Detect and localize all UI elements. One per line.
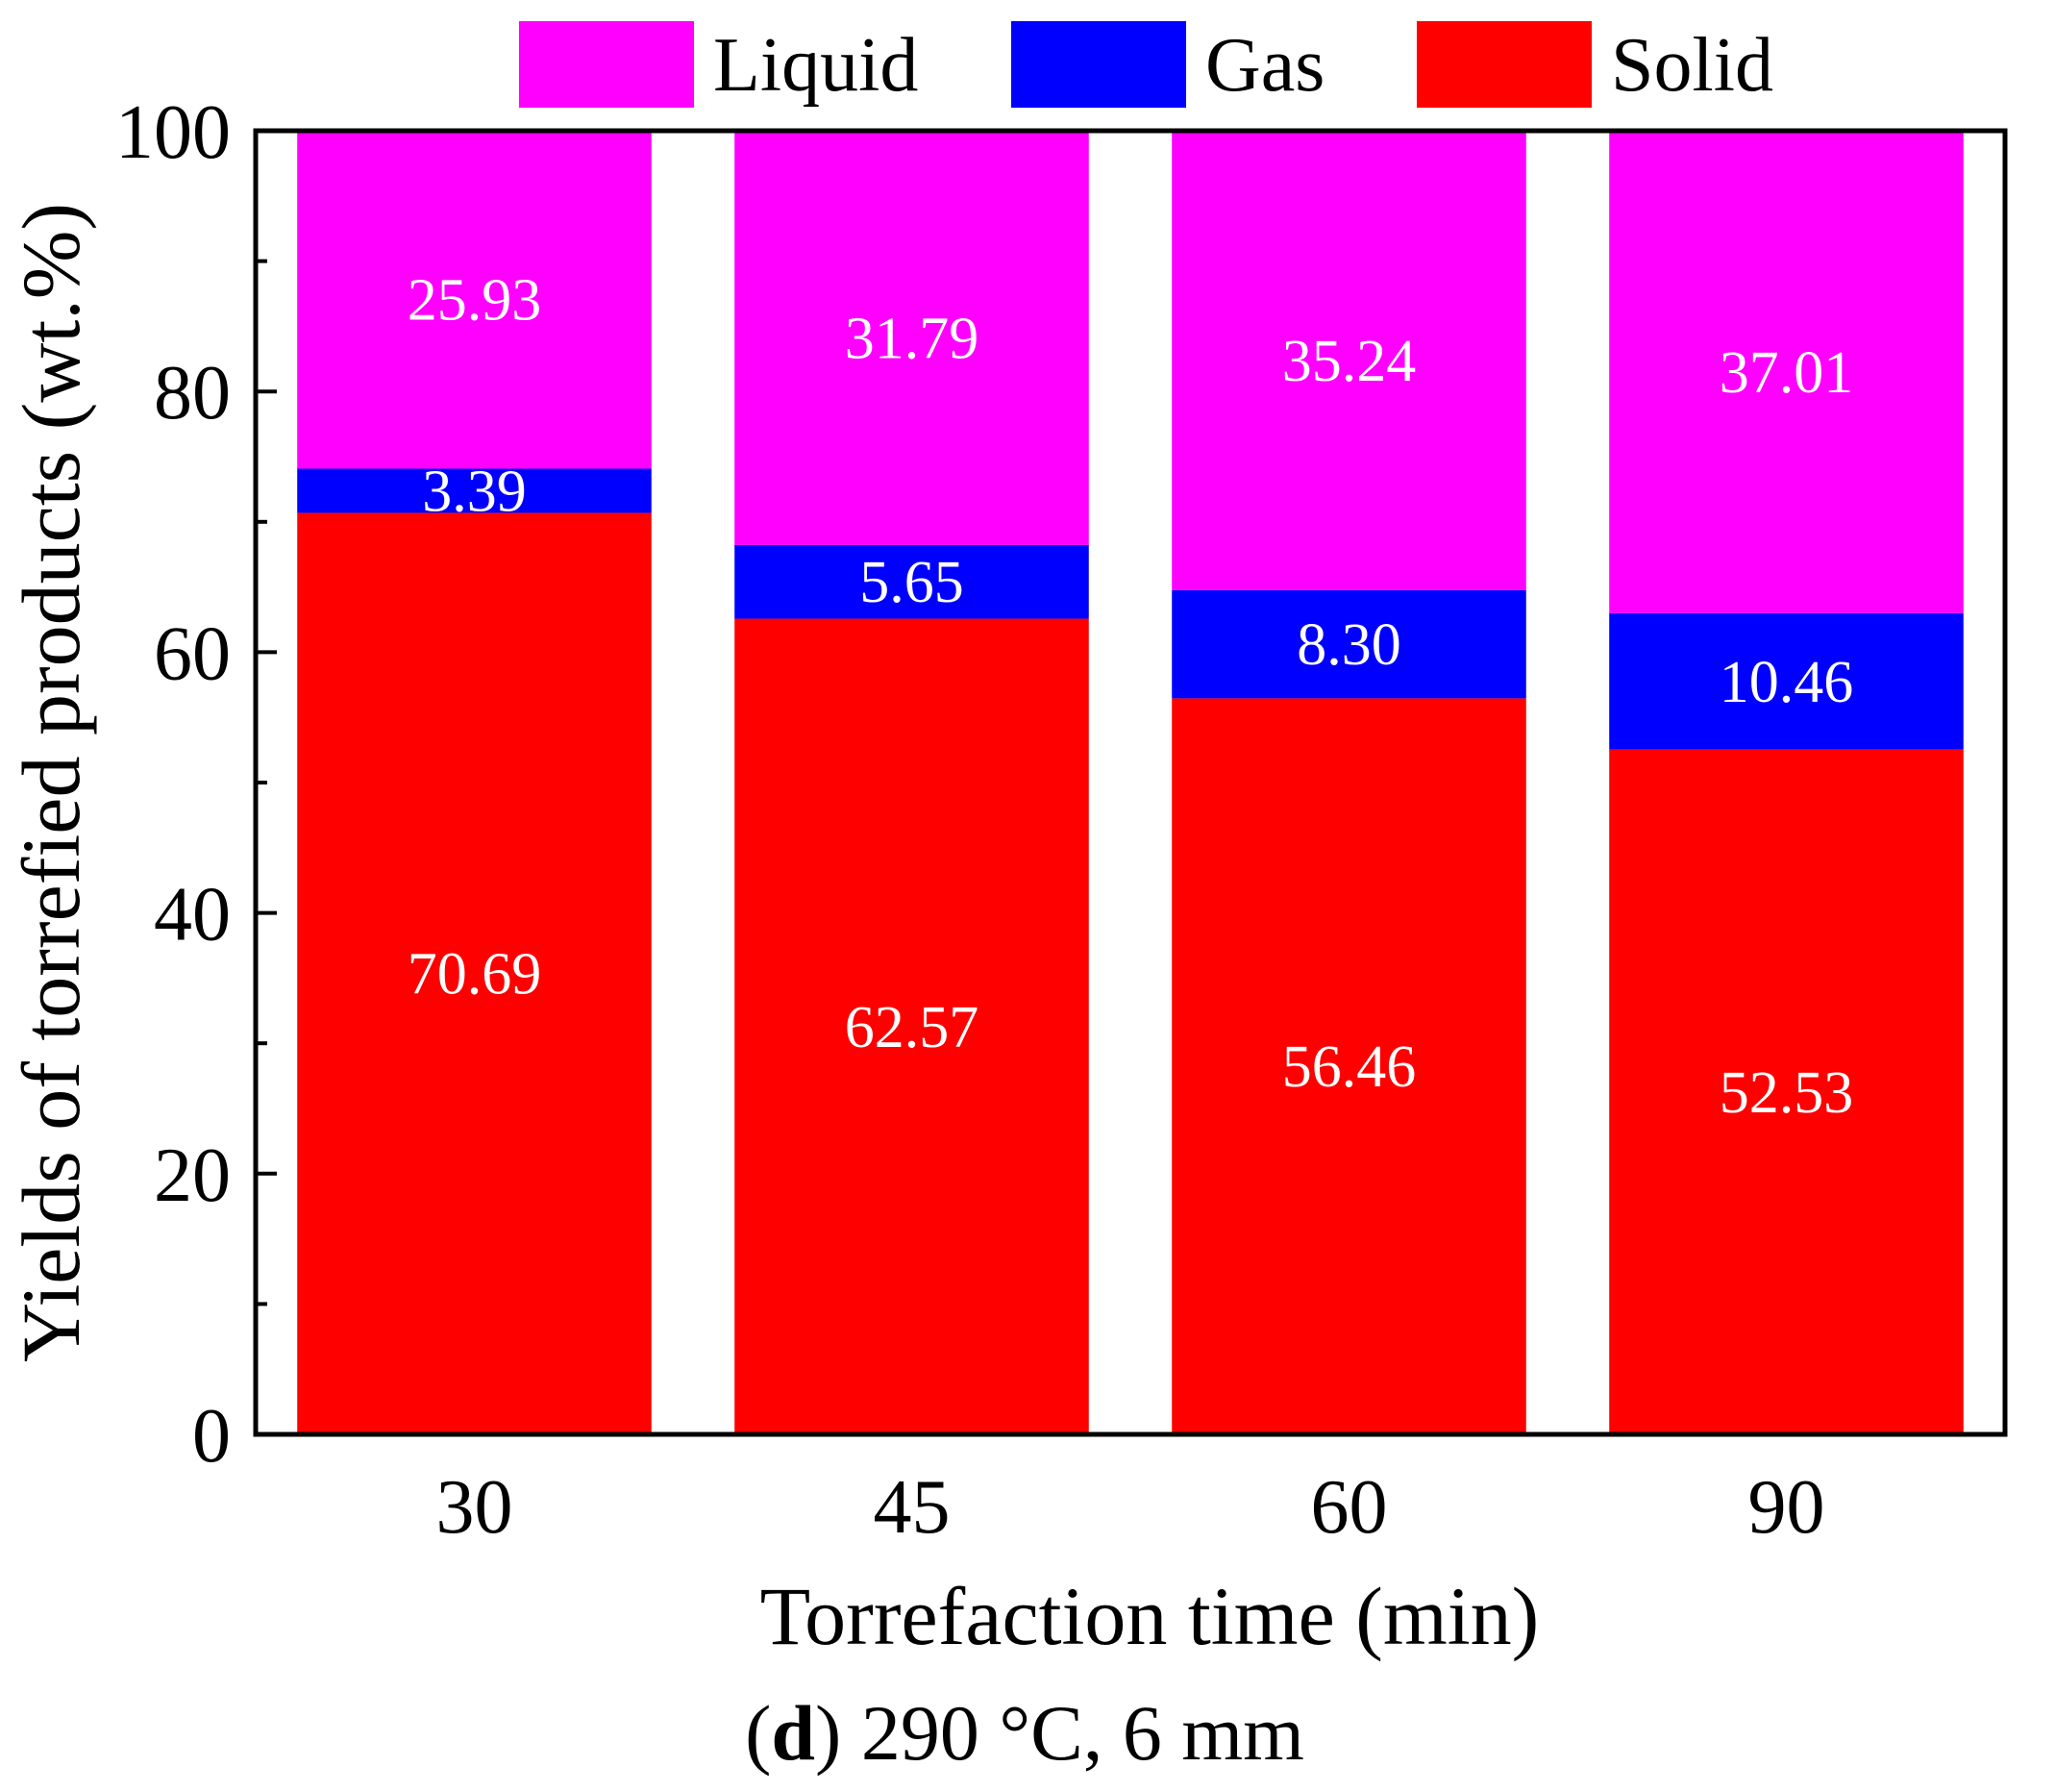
data-label-liquid-45: 31.79 (845, 306, 979, 371)
bar-segment-gas-45 (734, 544, 1089, 619)
x-tick-label-60: 60 (1311, 1465, 1388, 1550)
x-axis: 30 45 60 90 (436, 1465, 1825, 1550)
caption-open-paren: ( (745, 1689, 771, 1777)
bar-segment-liquid-90 (1609, 131, 1964, 613)
bar-segment-solid-30 (297, 512, 652, 1434)
y-tick-label-0: 0 (192, 1394, 231, 1479)
data-label-solid-60: 56.46 (1282, 1034, 1417, 1100)
y-axis-title: Yields of torrefied products (wt.%) (5, 203, 97, 1362)
legend-swatch-liquid (519, 21, 694, 108)
bars-layer (297, 131, 1964, 1434)
data-label-gas-45: 5.65 (859, 550, 964, 615)
x-tick-label-90: 90 (1748, 1465, 1825, 1550)
bar-segment-gas-30 (297, 468, 652, 513)
legend-swatch-solid (1417, 21, 1592, 108)
caption-panel-letter: d (771, 1689, 815, 1777)
bar-segment-gas-90 (1609, 612, 1964, 750)
segment-labels-layer: 70.69 3.39 25.93 62.57 5.65 31.79 56.46 8.30 35.… (408, 268, 1854, 1126)
legend-label-liquid: Liquid (713, 23, 918, 108)
y-tick-label-20: 20 (154, 1133, 231, 1218)
bar-segment-solid-45 (734, 618, 1089, 1434)
data-label-gas-30: 3.39 (422, 459, 527, 524)
data-label-solid-45: 62.57 (845, 995, 979, 1060)
y-axis: 0 20 40 60 80 100 (115, 90, 277, 1479)
bar-segment-solid-90 (1609, 749, 1964, 1434)
x-axis-title: Torrefaction time (min) (760, 1570, 1540, 1662)
bar-segment-liquid-45 (734, 131, 1089, 545)
data-label-liquid-90: 37.01 (1720, 340, 1854, 406)
legend-label-solid: Solid (1611, 23, 1773, 108)
data-label-solid-90: 52.53 (1720, 1060, 1854, 1126)
data-label-solid-30: 70.69 (408, 942, 542, 1008)
bar-segment-liquid-30 (297, 131, 652, 469)
caption-text: ) 290 °C, 6 mm (815, 1689, 1304, 1777)
figure-caption: (d) 290 °C, 6 mm (745, 1689, 1304, 1777)
data-label-gas-90: 10.46 (1720, 650, 1854, 715)
bar-segment-gas-60 (1172, 589, 1526, 699)
y-tick-label-60: 60 (154, 611, 231, 696)
y-tick-label-80: 80 (154, 351, 231, 436)
data-label-liquid-60: 35.24 (1282, 329, 1417, 394)
bar-segment-solid-60 (1172, 698, 1526, 1434)
y-tick-label-100: 100 (115, 90, 231, 175)
data-label-gas-60: 8.30 (1297, 612, 1401, 678)
x-tick-label-30: 30 (436, 1465, 513, 1550)
legend-label-gas: Gas (1205, 23, 1325, 108)
x-tick-label-45: 45 (874, 1465, 951, 1550)
legend: Liquid Gas Solid (519, 21, 1773, 108)
legend-swatch-gas (1011, 21, 1186, 108)
y-tick-label-40: 40 (154, 873, 231, 958)
bar-segment-liquid-60 (1172, 131, 1526, 590)
data-label-liquid-30: 25.93 (408, 268, 542, 334)
